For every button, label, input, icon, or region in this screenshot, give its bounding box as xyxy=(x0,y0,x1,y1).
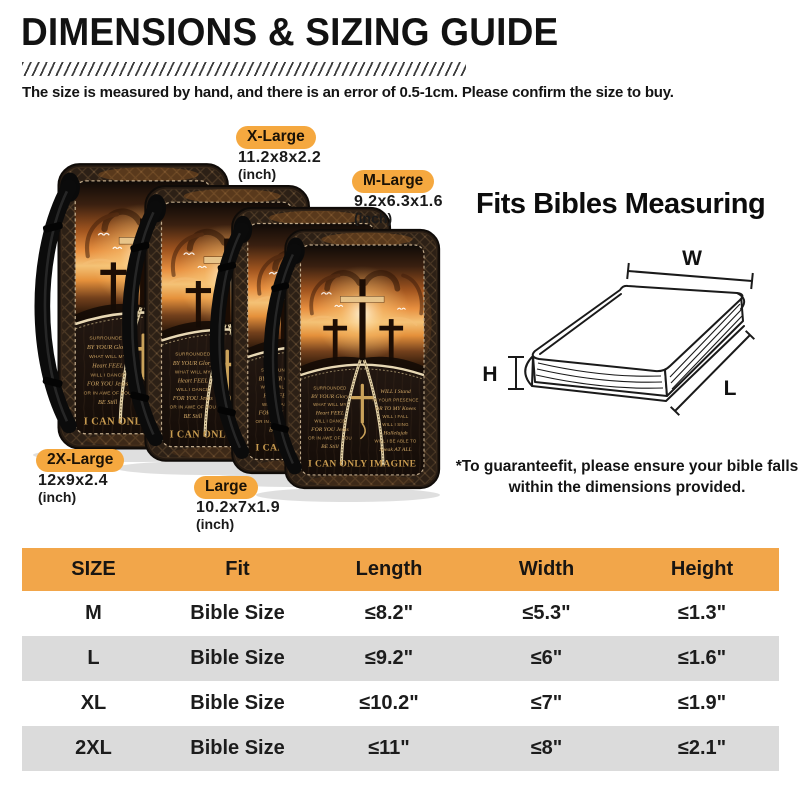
size-badge-2x-large: 2X-Large xyxy=(36,449,125,472)
fits-bibles-heading: Fits Bibles Measuring xyxy=(476,188,766,220)
cell-length: ≤10.2" xyxy=(359,692,419,714)
cell-width: ≤8" xyxy=(530,737,563,759)
size-row-m: M Bible Size ≤8.2" ≤5.3" ≤1.3" xyxy=(22,591,779,636)
header-cell-fit: Fit xyxy=(225,558,250,580)
guarantee-note: *To guaranteefit, please ensure your bib… xyxy=(453,456,800,498)
size-badge-large: Large xyxy=(194,476,259,499)
header-cell-size: SIZE xyxy=(71,558,116,580)
book-measurement-diagram: W H L xyxy=(482,247,755,416)
length-label: L xyxy=(724,377,737,400)
height-label: H xyxy=(482,363,497,386)
cell-height: ≤1.6" xyxy=(677,647,727,669)
cell-size: M xyxy=(85,602,102,624)
cell-fit: Bible Size xyxy=(190,647,285,669)
cell-fit: Bible Size xyxy=(190,602,285,624)
size-dims-2x-large: 12x9x2.4 xyxy=(38,472,108,489)
cell-fit: Bible Size xyxy=(190,737,285,759)
cell-height: ≤1.9" xyxy=(677,692,727,714)
header-cell-width: Width xyxy=(518,558,575,580)
cell-width: ≤5.3" xyxy=(522,602,571,624)
size-disclaimer: The size is measured by hand, and there … xyxy=(22,84,674,101)
size-unit-2x-large: (inch) xyxy=(38,489,77,505)
size-dims-x-large: 11.2x8x2.2 xyxy=(238,149,322,166)
size-badge-x-large: X-Large xyxy=(236,126,316,149)
length-dimension: L xyxy=(670,330,755,416)
cell-length: ≤11" xyxy=(368,737,410,759)
size-table-header-row: SIZE Fit Length Width Height xyxy=(22,548,779,591)
size-row-l: L Bible Size ≤9.2" ≤6" ≤1.6" xyxy=(22,636,779,681)
cell-length: ≤9.2" xyxy=(364,647,414,669)
size-unit-large: (inch) xyxy=(196,516,235,532)
height-dimension: H xyxy=(482,356,524,390)
size-unit-m-large: (inch) xyxy=(354,210,393,226)
header-cell-height: Height xyxy=(670,558,734,580)
width-label: W xyxy=(682,247,702,270)
width-dimension: W xyxy=(626,247,754,290)
size-badge-m-large: M-Large xyxy=(352,170,435,193)
book-spine xyxy=(524,355,534,387)
cover-m-large xyxy=(270,230,439,488)
guarantee-note-line1: *To guaranteefit, please ensure your bib… xyxy=(455,458,799,475)
size-table: SIZE Fit Length Width Height M Bible Siz… xyxy=(22,548,779,771)
guarantee-note-line2: within the dimensions provided. xyxy=(508,479,746,496)
header-cell-length: Length xyxy=(355,558,423,580)
cell-length: ≤8.2" xyxy=(364,602,414,624)
size-unit-x-large: (inch) xyxy=(238,166,277,182)
size-row-xl: XL Bible Size ≤10.2" ≤7" ≤1.9" xyxy=(22,681,779,726)
size-dims-large: 10.2x7x1.9 xyxy=(196,499,281,516)
cell-fit: Bible Size xyxy=(190,692,285,714)
cell-height: ≤2.1" xyxy=(677,737,727,759)
cell-size: 2XL xyxy=(75,737,112,759)
size-row-2xl: 2XL Bible Size ≤11" ≤8" ≤2.1" xyxy=(22,726,779,771)
size-dims-m-large: 9.2x6.3x1.6 xyxy=(354,193,443,210)
page-title: DIMENSIONS & SIZING GUIDE xyxy=(21,10,559,54)
cell-width: ≤6" xyxy=(530,647,563,669)
cell-width: ≤7" xyxy=(530,692,563,714)
cell-size: L xyxy=(87,647,100,669)
cell-height: ≤1.3" xyxy=(677,602,727,624)
cell-size: XL xyxy=(80,692,107,714)
title-underline-hatch xyxy=(22,62,466,76)
